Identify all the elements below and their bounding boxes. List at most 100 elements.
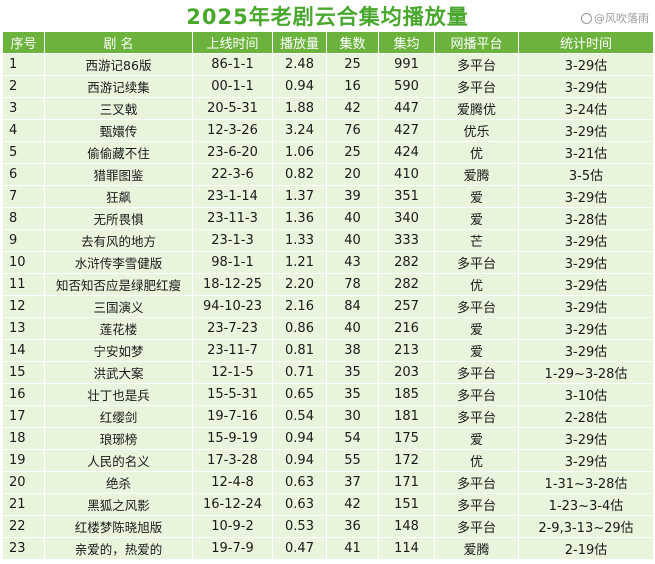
cell-plays: 0.63 <box>272 493 327 516</box>
cell-avg: 185 <box>378 383 435 406</box>
cell-platform: 优 <box>434 141 519 164</box>
cell-plays: 1.88 <box>272 97 327 120</box>
cell-avg: 181 <box>378 405 435 428</box>
cell-avg: 410 <box>378 163 435 186</box>
cell-episodes: 35 <box>326 361 379 384</box>
cell-stat: 3-29估 <box>518 119 654 142</box>
cell-name: 知否知否应是绿肥红瘦 <box>44 273 193 296</box>
cell-plays: 1.06 <box>272 141 327 164</box>
cell-episodes: 55 <box>326 449 379 472</box>
cell-plays: 1.33 <box>272 229 327 252</box>
cell-name: 猎罪图鉴 <box>44 163 193 186</box>
cell-date: 18-12-25 <box>192 273 273 296</box>
cell-stat: 3-5估 <box>518 163 654 186</box>
cell-platform: 多平台 <box>434 405 519 428</box>
cell-episodes: 54 <box>326 427 379 450</box>
cell-avg: 282 <box>378 251 435 274</box>
ranking-table: 序号 剧 名 上线时间 播放量 集数 集均 网播平台 统计时间 1 西游记86版 8… <box>2 31 654 560</box>
table-row: 7 狂飙 23-1-14 1.37 39 351 爱 3-29估 <box>2 185 654 208</box>
cell-rank: 8 <box>2 207 45 230</box>
cell-date: 94-10-23 <box>192 295 273 318</box>
cell-episodes: 40 <box>326 317 379 340</box>
table-row: 9 去有风的地方 23-1-3 1.33 40 333 芒 3-29估 <box>2 229 654 252</box>
table-row: 3 三叉戟 20-5-31 1.88 42 447 爱腾优 3-24估 <box>2 97 654 120</box>
cell-platform: 爱 <box>434 207 519 230</box>
cell-stat: 3-29估 <box>518 339 654 362</box>
cell-rank: 18 <box>2 427 45 450</box>
cell-avg: 351 <box>378 185 435 208</box>
cell-avg: 424 <box>378 141 435 164</box>
cell-date: 15-5-31 <box>192 383 273 406</box>
cell-episodes: 25 <box>326 53 379 76</box>
cell-plays: 0.86 <box>272 317 327 340</box>
cell-date: 17-3-28 <box>192 449 273 472</box>
cell-name: 黑狐之风影 <box>44 493 193 516</box>
table-row: 20 绝杀 12-4-8 0.63 37 171 多平台 1-31~3-28估 <box>2 471 654 494</box>
cell-rank: 6 <box>2 163 45 186</box>
cell-platform: 多平台 <box>434 493 519 516</box>
cell-name: 宁安如梦 <box>44 339 193 362</box>
col-header-episodes: 集数 <box>326 31 379 54</box>
cell-avg: 175 <box>378 427 435 450</box>
table-row: 18 琅琊榜 15-9-19 0.94 54 175 爱 3-29估 <box>2 427 654 450</box>
cell-plays: 0.63 <box>272 471 327 494</box>
cell-rank: 3 <box>2 97 45 120</box>
cell-platform: 爱 <box>434 317 519 340</box>
cell-platform: 多平台 <box>434 383 519 406</box>
table-row: 8 无所畏惧 23-11-3 1.36 40 340 爱 3-28估 <box>2 207 654 230</box>
table-row: 19 人民的名义 17-3-28 0.94 55 172 优 3-29估 <box>2 449 654 472</box>
cell-episodes: 78 <box>326 273 379 296</box>
cell-plays: 0.81 <box>272 339 327 362</box>
cell-episodes: 84 <box>326 295 379 318</box>
cell-avg: 203 <box>378 361 435 384</box>
cell-stat: 3-24估 <box>518 97 654 120</box>
cell-rank: 22 <box>2 515 45 538</box>
table-row: 11 知否知否应是绿肥红瘦 18-12-25 2.20 78 282 优 3-29估 <box>2 273 654 296</box>
cell-date: 16-12-24 <box>192 493 273 516</box>
cell-stat: 3-10估 <box>518 383 654 406</box>
cell-plays: 0.47 <box>272 537 327 560</box>
cell-episodes: 40 <box>326 229 379 252</box>
cell-date: 10-9-2 <box>192 515 273 538</box>
cell-plays: 0.94 <box>272 449 327 472</box>
cell-avg: 282 <box>378 273 435 296</box>
cell-avg: 216 <box>378 317 435 340</box>
cell-stat: 3-29估 <box>518 185 654 208</box>
cell-rank: 10 <box>2 251 45 274</box>
cell-date: 23-7-23 <box>192 317 273 340</box>
col-header-rank: 序号 <box>2 31 45 54</box>
cell-plays: 0.53 <box>272 515 327 538</box>
cell-name: 绝杀 <box>44 471 193 494</box>
cell-platform: 多平台 <box>434 295 519 318</box>
cell-episodes: 38 <box>326 339 379 362</box>
cell-date: 12-1-5 <box>192 361 273 384</box>
table-row: 6 猎罪图鉴 22-3-6 0.82 20 410 爱腾 3-5估 <box>2 163 654 186</box>
cell-platform: 多平台 <box>434 75 519 98</box>
cell-platform: 多平台 <box>434 471 519 494</box>
cell-name: 红楼梦陈晓旭版 <box>44 515 193 538</box>
cell-plays: 0.94 <box>272 75 327 98</box>
cell-date: 22-3-6 <box>192 163 273 186</box>
table-row: 14 宁安如梦 23-11-7 0.81 38 213 爱 3-29估 <box>2 339 654 362</box>
table-row: 10 水浒传李雪健版 98-1-1 1.21 43 282 多平台 3-29估 <box>2 251 654 274</box>
cell-date: 23-11-7 <box>192 339 273 362</box>
cell-episodes: 36 <box>326 515 379 538</box>
cell-episodes: 42 <box>326 493 379 516</box>
cell-plays: 2.16 <box>272 295 327 318</box>
cell-stat: 3-29估 <box>518 273 654 296</box>
cell-avg: 590 <box>378 75 435 98</box>
cell-episodes: 35 <box>326 383 379 406</box>
cell-stat: 1-29~3-28估 <box>518 361 654 384</box>
cell-rank: 12 <box>2 295 45 318</box>
cell-rank: 4 <box>2 119 45 142</box>
cell-rank: 14 <box>2 339 45 362</box>
cell-platform: 爱腾 <box>434 163 519 186</box>
cell-stat: 3-29估 <box>518 295 654 318</box>
table-row: 1 西游记86版 86-1-1 2.48 25 991 多平台 3-29估 <box>2 53 654 76</box>
cell-name: 壮丁也是兵 <box>44 383 193 406</box>
cell-platform: 多平台 <box>434 361 519 384</box>
table-row: 15 洪武大案 12-1-5 0.71 35 203 多平台 1-29~3-28估 <box>2 361 654 384</box>
cell-date: 23-1-3 <box>192 229 273 252</box>
cell-avg: 213 <box>378 339 435 362</box>
cell-stat: 2-9,3-13~29估 <box>518 515 654 538</box>
